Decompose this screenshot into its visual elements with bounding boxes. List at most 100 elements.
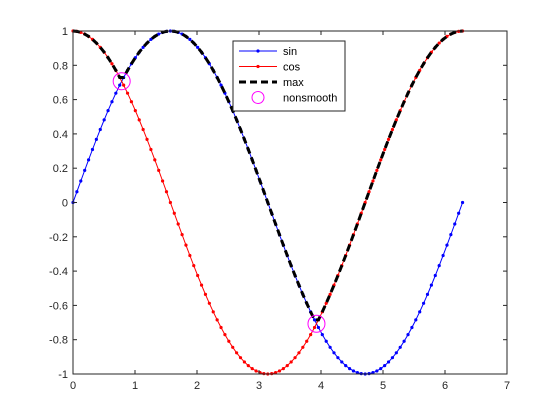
point-sin-92 [429, 283, 433, 287]
point-cos-14 [125, 91, 130, 95]
point-cos-54 [281, 367, 285, 371]
point-cos-46 [250, 367, 254, 371]
y-tick-label-9: 0.8 [53, 60, 68, 72]
point-sin-5 [90, 147, 95, 152]
point-nonsmooth-1 [307, 314, 326, 333]
legend-label-cos: cos [283, 62, 301, 74]
legend-item-cos: cos [239, 62, 301, 74]
point-cos-17 [137, 118, 141, 122]
point-cos-28 [180, 233, 184, 237]
point-sin-96 [445, 243, 449, 247]
point-cos-38 [219, 325, 223, 330]
point-cos-76 [367, 190, 371, 194]
y-tick-label-2: -0.6 [49, 300, 68, 312]
x-tick-label-4: 4 [318, 380, 324, 392]
point-sin-70 [344, 364, 348, 368]
point-sin-6 [94, 137, 98, 141]
legend-label-nonsmooth: nonsmooth [283, 93, 337, 105]
point-sin-67 [332, 351, 336, 355]
point-sin-79 [379, 367, 383, 371]
point-cos-83 [394, 118, 398, 122]
point-cos-60 [305, 339, 309, 343]
point-cos-10 [110, 62, 114, 66]
point-sin-12 [118, 83, 122, 87]
point-sin-73 [355, 371, 359, 375]
x-tick-label-0: 0 [70, 380, 76, 392]
x-tick-label-6: 6 [442, 380, 448, 392]
point-cos-32 [196, 273, 200, 278]
y-tick-label-8: 0.6 [53, 95, 68, 107]
series-max [72, 29, 463, 322]
point-sin-99 [457, 211, 461, 215]
point-cos-45 [246, 364, 250, 368]
legend-item-max: max [239, 77, 304, 89]
point-cos-81 [386, 137, 391, 141]
point-sin-85 [402, 339, 406, 343]
point-sin-3 [83, 168, 87, 172]
point-cos-34 [203, 292, 208, 296]
point-nonsmooth-0 [112, 72, 131, 91]
legend-marker-nonsmooth [251, 91, 265, 104]
point-cos-65 [324, 301, 328, 305]
point-sin-72 [351, 369, 356, 373]
point-cos-16 [133, 109, 137, 113]
x-tick-label-2: 2 [194, 380, 200, 392]
point-sin-7 [98, 127, 102, 132]
point-sin-38 [219, 83, 223, 87]
series-line-max [72, 29, 463, 322]
point-sin-88 [414, 318, 418, 322]
point-sin-78 [375, 369, 379, 373]
point-sin-80 [383, 364, 387, 368]
legend-box [232, 40, 346, 112]
point-sin-89 [418, 310, 422, 314]
point-sin-86 [406, 333, 410, 337]
point-sin-66 [328, 345, 332, 349]
point-sin-94 [437, 264, 441, 268]
point-cos-42 [235, 351, 239, 355]
point-cos-19 [145, 137, 149, 141]
point-cos-47 [254, 369, 258, 373]
point-cos-56 [289, 360, 293, 364]
point-sin-90 [422, 301, 426, 305]
point-cos-23 [161, 179, 165, 183]
point-cos-24 [164, 190, 169, 194]
point-cos-52 [273, 371, 278, 375]
point-cos-59 [301, 345, 305, 349]
point-cos-55 [285, 364, 289, 368]
point-sin-9 [106, 109, 110, 113]
point-cos-22 [157, 168, 161, 172]
point-cos-79 [379, 158, 383, 162]
axes-layer: 0 1 2 3 4 5 6 7 -1 -0.8 -0.6 -0.4 -0.2 0 0.2 0.4 0.6 0.8 1 [49, 26, 510, 392]
point-sin-95 [441, 253, 445, 258]
point-cos-33 [199, 283, 204, 287]
point-sin-68 [336, 356, 340, 360]
point-cos-36 [211, 310, 215, 314]
point-cos-41 [231, 345, 235, 349]
point-cos-94 [437, 41, 441, 45]
point-sin-22 [157, 32, 161, 36]
point-sin-64 [320, 333, 324, 337]
point-cos-39 [223, 333, 227, 337]
y-tick-label-5: 0 [62, 198, 68, 210]
point-sin-81 [386, 360, 391, 364]
y-tick-label-0: -1 [58, 369, 68, 381]
point-cos-26 [172, 211, 176, 215]
point-sin-62 [312, 318, 317, 322]
series-nonsmooth [112, 72, 326, 333]
point-sin-1 [75, 190, 79, 194]
point-sin-83 [394, 351, 398, 355]
legend-item-nonsmooth: nonsmooth [251, 91, 337, 105]
legend-label-sin: sin [283, 46, 297, 58]
y-tick-label-6: 0.2 [53, 163, 68, 175]
point-cos-77 [371, 179, 375, 183]
point-sin-63 [316, 325, 321, 330]
legend-item-sin: sin [239, 46, 297, 58]
legend: sin cos max nonsmooth [232, 40, 346, 112]
point-cos-31 [192, 264, 196, 268]
point-sin-82 [390, 356, 395, 360]
point-cos-61 [309, 333, 313, 337]
point-cos-29 [184, 243, 188, 247]
x-tick-label-3: 3 [256, 380, 262, 392]
point-cos-57 [293, 356, 297, 360]
